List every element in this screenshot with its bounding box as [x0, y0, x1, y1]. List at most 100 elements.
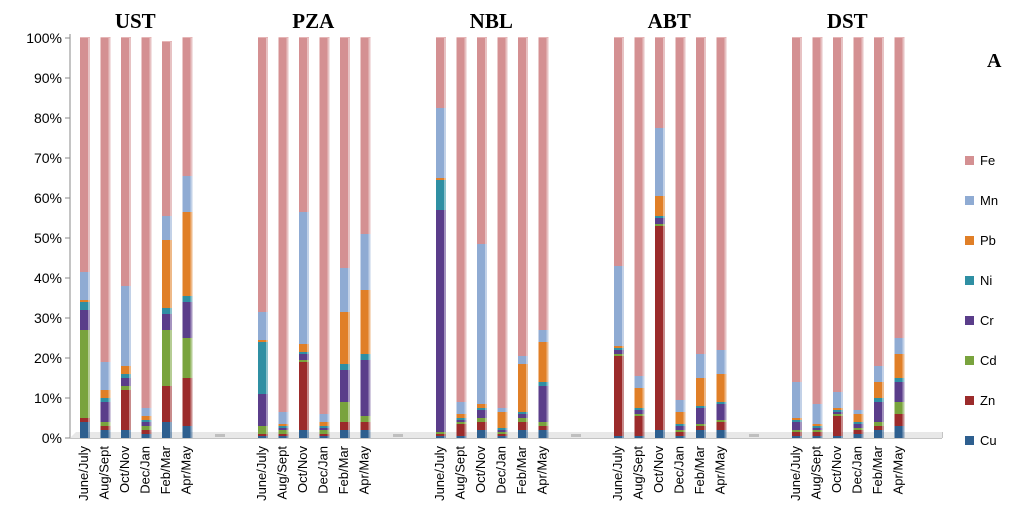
- segment-side-Zn: [108, 426, 111, 430]
- segment-Ni: [182, 296, 191, 302]
- segment-side-Ni: [841, 410, 843, 412]
- segment-side-Fe: [307, 38, 309, 212]
- segment-Cu: [655, 430, 663, 438]
- bar-top: [874, 37, 884, 38]
- segment-side-Zn: [622, 356, 624, 436]
- segment-side-Cu: [820, 436, 823, 438]
- segment-Mn: [894, 338, 903, 354]
- segment-side-Cr: [108, 402, 111, 422]
- segment-side-Cd: [526, 418, 528, 422]
- segment-side-Mn: [820, 404, 823, 424]
- legend-swatch: [965, 276, 974, 285]
- segment-side-Ni: [444, 180, 446, 210]
- legend-item-Ni: Ni: [965, 273, 992, 288]
- segment-side-Fe: [663, 38, 665, 128]
- segment-side-Cd: [327, 430, 330, 434]
- segment-side-Zn: [286, 434, 289, 436]
- segment-Pb: [319, 422, 328, 426]
- segment-side-Cd: [444, 432, 446, 434]
- segment-Pb: [477, 404, 485, 408]
- bar-ABT-June/July: [614, 37, 624, 438]
- segment-side-Cr: [902, 382, 905, 402]
- segment-Cr: [258, 394, 266, 426]
- segment-Pb: [716, 374, 725, 402]
- segment-side-Cu: [368, 430, 371, 438]
- x-tick-label: Apr/May: [357, 446, 372, 495]
- segment-Fe: [141, 38, 150, 408]
- segment-side-Cd: [368, 416, 371, 422]
- segment-Mn: [258, 312, 266, 340]
- segment-side-Pb: [505, 412, 508, 428]
- segment-side-Ni: [327, 426, 330, 428]
- x-tick-label: Dec/Jan: [494, 446, 509, 494]
- segment-side-Ni: [307, 352, 309, 354]
- segment-Mn: [319, 414, 328, 422]
- segment-Fe: [655, 38, 663, 128]
- legend-swatch: [965, 356, 974, 365]
- segment-side-Fe: [485, 38, 487, 244]
- segment-side-Zn: [464, 424, 467, 436]
- segment-side-Ni: [464, 418, 467, 420]
- segment-side-Cd: [820, 430, 823, 432]
- x-axis: June/July Aug/Sept Oct/Nov Dec/Jan Feb/Mar Ap…: [76, 434, 906, 501]
- segment-Cr: [162, 314, 170, 330]
- segment-side-Mn: [546, 330, 549, 342]
- segment-Zn: [360, 422, 369, 430]
- bar-top: [360, 37, 371, 38]
- bar-NBL-June/July: [436, 37, 446, 438]
- segment-side-Ni: [149, 420, 152, 422]
- segment-side-Ni: [663, 216, 665, 218]
- segment-side-Ni: [108, 398, 111, 402]
- segment-side-Pb: [820, 424, 823, 426]
- segment-Cd: [634, 414, 643, 416]
- bar-top: [456, 37, 467, 38]
- segment-Cr: [696, 408, 704, 424]
- legend-swatch: [965, 156, 974, 165]
- segment-side-Cd: [902, 402, 905, 414]
- x-tick-label: June/July: [788, 446, 803, 501]
- segment-Fe: [696, 38, 704, 354]
- legend-swatch: [965, 396, 974, 405]
- segment-Zn: [278, 434, 287, 436]
- segment-Pb: [436, 178, 444, 180]
- legend-label: Cr: [980, 313, 994, 328]
- segment-side-Fe: [129, 38, 131, 286]
- segment-side-Pb: [526, 364, 528, 412]
- segment-side-Mn: [190, 176, 193, 212]
- bar-ABT-Feb/Mar: [696, 37, 706, 438]
- segment-side-Zn: [266, 434, 268, 436]
- segment-Pb: [792, 418, 800, 420]
- segment-side-Fe: [861, 38, 864, 410]
- segment-side-Zn: [724, 422, 727, 430]
- segment-side-Cd: [149, 426, 152, 430]
- bar-DST-Dec/Jan: [853, 37, 864, 438]
- segment-side-Cr: [444, 210, 446, 432]
- y-tick-label: 40%: [34, 270, 62, 286]
- segment-side-Cd: [505, 432, 508, 434]
- legend-swatch: [965, 436, 974, 445]
- segment-Pb: [675, 412, 684, 424]
- segment-Cu: [319, 436, 328, 438]
- segment-side-Pb: [88, 300, 90, 302]
- segment-Mn: [655, 128, 663, 196]
- x-tick-label: Oct/Nov: [117, 446, 132, 493]
- segment-Ni: [518, 412, 526, 414]
- segment-side-Zn: [149, 430, 152, 434]
- segment-side-Pb: [266, 340, 268, 342]
- segment-Cr: [319, 428, 328, 430]
- segment-side-Cd: [108, 422, 111, 426]
- segment-side-Fe: [149, 38, 152, 408]
- segment-side-Mn: [286, 412, 289, 424]
- bar-DST-Aug/Sept: [812, 37, 823, 438]
- segment-Cu: [258, 436, 266, 438]
- segment-side-Cd: [724, 420, 727, 422]
- segment-Fe: [100, 38, 109, 362]
- segment-Cu: [874, 430, 882, 438]
- segment-side-Fe: [546, 38, 549, 330]
- y-tick-label: 60%: [34, 190, 62, 206]
- segment-Mn: [853, 410, 862, 414]
- segment-side-Pb: [800, 418, 802, 420]
- segment-Cr: [299, 354, 307, 360]
- segment-Cr: [497, 430, 506, 432]
- segment-side-Cu: [444, 436, 446, 438]
